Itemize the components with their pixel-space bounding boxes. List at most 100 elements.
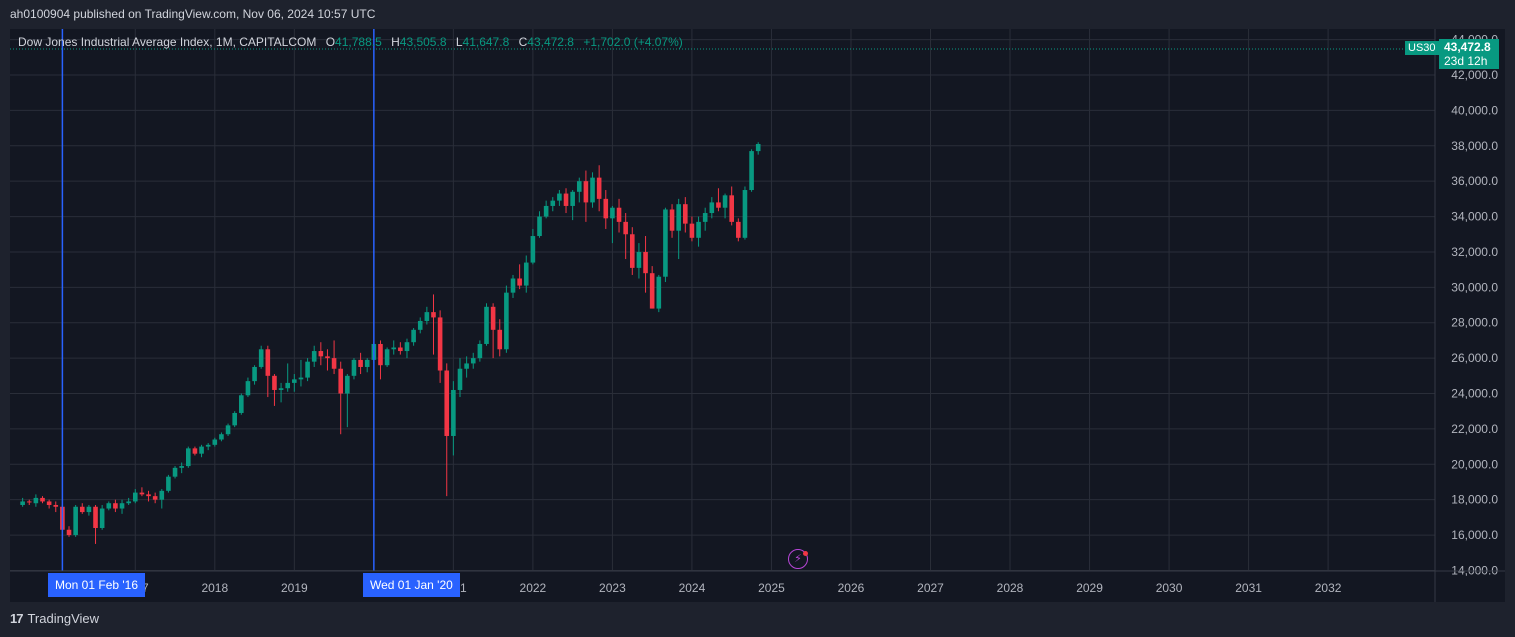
y-tick-label: 28,000.0	[1451, 316, 1498, 330]
y-tick-label: 38,000.0	[1451, 139, 1498, 153]
candle-body	[643, 251, 648, 274]
candle-body	[510, 278, 516, 293]
close-label: C	[518, 35, 528, 49]
y-tick-label: 20,000.0	[1451, 457, 1498, 471]
y-tick-label: 34,000.0	[1451, 210, 1498, 224]
x-tick-label: 2028	[997, 581, 1024, 595]
y-tick-label: 42,000.0	[1451, 68, 1498, 82]
candle-body	[629, 234, 635, 268]
chart-canvas[interactable]: 14,000.0 16,000.0 18,000.0 20,000.0 22,000.0…	[10, 29, 1505, 602]
y-tick-label: 18,000.0	[1451, 493, 1498, 507]
y-tick-label: 14,000.0	[1451, 563, 1498, 577]
y-tick-label: 30,000.0	[1451, 280, 1498, 294]
instrument-title: Dow Jones Industrial Average Index, 1M, …	[18, 35, 317, 49]
candle-body	[152, 496, 158, 500]
candle-body	[696, 221, 701, 238]
candle-body	[676, 204, 681, 231]
candle-body	[252, 366, 257, 382]
candle-body	[265, 349, 271, 376]
candle-body	[199, 446, 204, 454]
candle-body	[106, 503, 112, 509]
candle-body	[749, 151, 754, 191]
candle-body	[305, 361, 310, 378]
x-tick-label: 2024	[679, 581, 706, 595]
candle-body	[364, 359, 370, 367]
candle-body	[497, 329, 503, 350]
lightning-icon[interactable]: ⚡	[788, 549, 808, 569]
candle-body	[33, 497, 39, 504]
candle-body	[205, 444, 211, 447]
x-tick-label: 2022	[520, 581, 547, 595]
candle-body	[351, 359, 357, 376]
candle-body	[404, 342, 410, 352]
candle-body	[219, 434, 224, 440]
x-tick-label: 2026	[838, 581, 865, 595]
axes: 14,000.0 16,000.0 18,000.0 20,000.0 22,000.0…	[10, 29, 1505, 602]
candle-body	[570, 191, 575, 206]
candle-body	[424, 312, 430, 321]
y-tick-label: 16,000.0	[1451, 528, 1498, 542]
candle-body	[285, 382, 290, 389]
candle-body	[530, 236, 536, 263]
candle-body	[537, 216, 542, 237]
candle-body	[656, 276, 662, 309]
candle-body	[331, 358, 337, 369]
candle-body	[172, 467, 178, 477]
close-value: 43,472.8	[527, 35, 574, 49]
last-price-tag: 43,472.8 23d 12h	[1439, 39, 1499, 69]
candle-body	[543, 205, 549, 217]
candle-body	[669, 209, 675, 231]
candle-body	[411, 329, 416, 343]
x-tick-label: 2029	[1076, 581, 1103, 595]
x-tick-label: 2023	[599, 581, 626, 595]
candle-body	[722, 195, 728, 208]
candle-body	[755, 144, 761, 152]
candle-body	[40, 497, 45, 502]
x-tick-label: 2030	[1156, 581, 1183, 595]
last-price: 43,472.8	[1444, 40, 1491, 54]
candle-body	[338, 368, 344, 394]
candle-body	[517, 278, 522, 286]
y-tick-label: 22,000.0	[1451, 422, 1498, 436]
candle-body	[179, 466, 184, 468]
x-tick-label: 2032	[1315, 581, 1342, 595]
candle-body	[53, 504, 59, 507]
brand-name: TradingView	[27, 611, 100, 626]
symbol-legend[interactable]: Dow Jones Industrial Average Index, 1M, …	[18, 35, 683, 49]
open-value: 41,788.5	[335, 35, 382, 49]
candle-body	[192, 448, 198, 454]
footer-brand[interactable]: 17 TradingView	[10, 611, 99, 626]
candle-body	[384, 349, 390, 366]
candle-body	[311, 351, 317, 362]
candle-body	[636, 251, 642, 268]
candle-body	[716, 202, 721, 208]
high-label: H	[391, 35, 400, 49]
x-tick-label: 2031	[1235, 581, 1262, 595]
candle-body	[146, 494, 151, 497]
chart-pane[interactable]: 14,000.0 16,000.0 18,000.0 20,000.0 22,000.0…	[10, 29, 1505, 602]
candle-body	[119, 503, 125, 509]
x-tick-label: 2027	[917, 581, 944, 595]
candle-body	[159, 490, 165, 500]
candle-body	[649, 273, 655, 309]
y-tick-label: 26,000.0	[1451, 351, 1498, 365]
published-line: ah0100904 published on TradingView.com, …	[10, 7, 376, 21]
candle-body	[79, 506, 85, 513]
candle-body	[623, 221, 628, 235]
candle-body	[451, 389, 456, 436]
candle-body	[225, 425, 231, 435]
crosshair-date-label-1: Mon 01 Feb '16	[48, 573, 146, 597]
candle-body	[457, 368, 463, 390]
candle-body	[26, 501, 32, 503]
low-label: L	[455, 35, 463, 49]
candle-body	[212, 439, 218, 445]
candle-body	[576, 181, 582, 192]
candle-body	[444, 370, 450, 436]
notification-dot-icon	[803, 551, 808, 556]
symbol-tag: US30	[1405, 41, 1439, 55]
candle-body	[139, 492, 145, 495]
candle-body	[391, 347, 397, 350]
y-tick-label: 32,000.0	[1451, 245, 1498, 259]
candle-body	[663, 209, 668, 277]
candle-body	[166, 476, 171, 491]
